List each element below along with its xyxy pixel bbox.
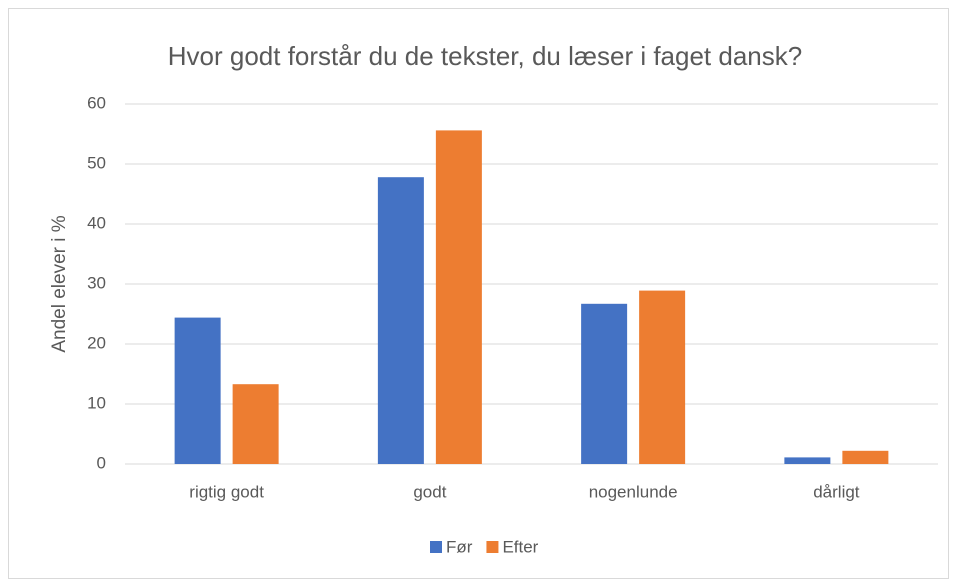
bar	[377, 177, 424, 464]
legend-label: Før	[446, 537, 473, 556]
bar	[639, 290, 686, 464]
bar	[435, 130, 482, 464]
y-tick-label: 10	[87, 393, 106, 412]
y-tick-label: 0	[97, 453, 106, 472]
x-tick-label: rigtig godt	[189, 482, 264, 501]
x-tick-label: dårligt	[813, 482, 860, 501]
y-axis-label: Andel elever i %	[49, 215, 70, 352]
y-tick-label: 60	[87, 93, 106, 112]
bar	[174, 317, 221, 464]
legend-swatch	[430, 541, 442, 553]
y-tick-label: 20	[87, 333, 106, 352]
x-tick-label: nogenlunde	[589, 482, 678, 501]
chart-title: Hvor godt forstår du de tekster, du læse…	[168, 41, 802, 71]
bar	[784, 457, 831, 464]
x-tick-label: godt	[413, 482, 446, 501]
legend-swatch	[486, 541, 499, 553]
y-tick-label: 50	[87, 153, 106, 172]
y-tick-label: 30	[87, 273, 106, 292]
bar	[232, 384, 279, 464]
bar	[842, 450, 889, 464]
bar	[581, 303, 628, 464]
y-tick-label: 40	[87, 213, 106, 232]
legend-label: Efter	[502, 537, 538, 556]
